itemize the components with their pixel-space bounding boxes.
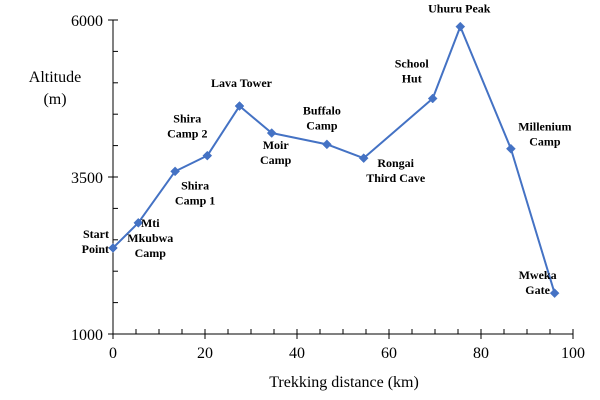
y-tick-label: 3500 (71, 170, 103, 187)
y-tick-label: 1000 (71, 327, 103, 344)
point-label-line: Millenium (518, 120, 571, 134)
point-label: Start Point (82, 227, 109, 256)
x-tick-label: 100 (561, 345, 585, 362)
y-axis-title-line: Altitude (29, 69, 81, 86)
x-tick-label: 20 (197, 345, 213, 362)
x-tick-label: 0 (109, 345, 117, 362)
y-tick-label: 6000 (71, 13, 103, 30)
point-label: Moir Camp (260, 138, 292, 167)
data-point (266, 128, 277, 138)
axes: 1000 3500 6000 0 20 40 60 80 100 (71, 13, 585, 362)
point-label-line: Gate (525, 283, 550, 297)
point-label-line: Mti (141, 216, 160, 230)
x-tick-label: 80 (473, 345, 489, 362)
point-label-line: Camp 2 (167, 127, 207, 141)
point-label: Shira Camp 1 (175, 178, 215, 207)
point-label-line: Shira (181, 178, 209, 192)
point-label: Millenium Camp (518, 120, 571, 149)
point-label-line: Lava Tower (211, 76, 273, 90)
data-point (427, 93, 438, 104)
point-label: Mweka Gate (519, 268, 557, 297)
point-label: Lava Tower (211, 76, 273, 90)
point-label: School Hut (395, 57, 430, 86)
point-label-line: Mkubwa (127, 231, 173, 245)
point-label-line: Camp (135, 246, 167, 260)
y-axis-title-line: (m) (43, 91, 66, 108)
y-axis-title: Altitude (m) (29, 69, 81, 108)
point-label-line: Camp (260, 153, 292, 167)
data-point (202, 150, 213, 161)
series-line-layer (112, 25, 556, 294)
data-point (455, 21, 466, 32)
point-label-line: Buffalo (303, 103, 341, 117)
point-label-line: Camp 1 (175, 193, 215, 207)
data-point (170, 166, 180, 177)
point-label-line: Point (82, 242, 109, 256)
data-point (108, 243, 118, 253)
data-point (358, 153, 369, 164)
point-label-line: Start (83, 227, 109, 241)
data-point (549, 288, 560, 299)
data-markers (108, 21, 560, 299)
point-label-line: Camp (306, 118, 338, 132)
x-tick-label: 60 (381, 345, 397, 362)
point-label-line: Uhuru Peak (428, 2, 491, 16)
data-point (234, 101, 245, 111)
series-line (112, 25, 556, 294)
point-label: Shira Camp 2 (167, 112, 207, 141)
point-label-line: Moir (263, 138, 290, 152)
x-axis-title: Trekking distance (km) (269, 374, 419, 391)
data-point (506, 143, 516, 154)
point-label-line: Mweka (519, 268, 557, 282)
data-point (133, 217, 144, 228)
point-label-line: Third Cave (366, 171, 426, 185)
point-label: Uhuru Peak (428, 2, 491, 16)
data-point (322, 139, 332, 150)
point-label-line: Camp (529, 135, 561, 149)
point-label-line: Rongai (377, 156, 414, 170)
point-label-line: Hut (402, 72, 422, 86)
point-label-line: Shira (173, 112, 201, 126)
point-label: Mti Mkubwa Camp (127, 216, 173, 260)
point-label-line: School (395, 57, 430, 71)
point-label: Rongai Third Cave (366, 156, 426, 185)
point-label: Buffalo Camp (303, 103, 341, 132)
x-tick-label: 40 (289, 345, 305, 362)
